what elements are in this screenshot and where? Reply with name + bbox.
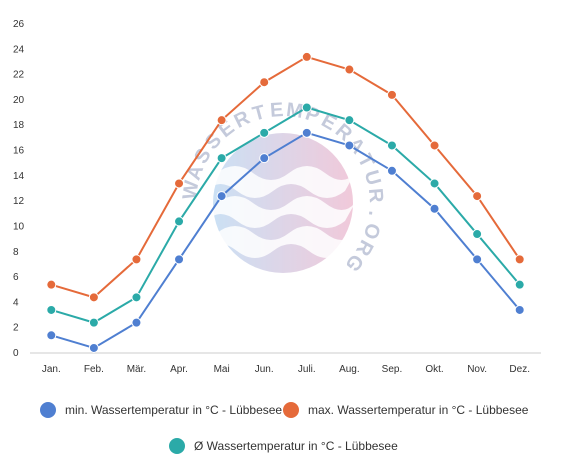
y-tick-label: 26: [13, 19, 25, 30]
series-1: [46, 127, 525, 353]
data-point[interactable]: [131, 254, 142, 265]
legend-label: Ø Wassertemperatur in °C - Lübbesee: [194, 439, 398, 453]
series-2: [46, 51, 525, 303]
watermark-letter: O: [358, 220, 384, 242]
y-tick-label: 6: [13, 272, 19, 283]
data-point[interactable]: [472, 229, 483, 240]
series-line: [51, 131, 521, 350]
y-tick-label: 20: [13, 95, 25, 106]
y-tick-label: 2: [13, 323, 19, 334]
data-point[interactable]: [429, 140, 440, 151]
watermark-letter: E: [269, 99, 284, 122]
y-tick-label: 24: [13, 44, 25, 55]
data-point[interactable]: [344, 140, 355, 151]
legend: min. Wassertemperatur in °C - Lübbesee ma…: [40, 402, 529, 454]
watermark-letter: U: [360, 168, 385, 188]
x-tick-label: Dez.: [509, 364, 530, 375]
legend-label: min. Wassertemperatur in °C - Lübbesee: [65, 403, 282, 417]
watermark-letter: R: [364, 187, 387, 204]
data-point[interactable]: [46, 304, 57, 315]
data-point[interactable]: [88, 317, 99, 328]
legend-item-1[interactable]: min. Wassertemperatur in °C - Lübbesee: [40, 402, 282, 418]
legend-item-3[interactable]: Ø Wassertemperatur in °C - Lübbesee: [169, 438, 398, 454]
legend-item-2[interactable]: max. Wassertemperatur in °C - Lübbesee: [283, 402, 529, 418]
data-point[interactable]: [216, 191, 227, 202]
x-tick-label: Jan.: [42, 364, 61, 375]
data-point[interactable]: [429, 178, 440, 189]
y-tick-label: 14: [13, 171, 25, 182]
x-tick-label: Feb.: [84, 364, 104, 375]
watermark-letter: .: [364, 210, 386, 218]
data-point[interactable]: [216, 115, 227, 126]
data-point[interactable]: [259, 153, 270, 164]
series: [46, 51, 525, 353]
data-point[interactable]: [514, 304, 525, 315]
data-point[interactable]: [344, 115, 355, 126]
series-line: [51, 55, 521, 299]
data-point[interactable]: [88, 342, 99, 353]
watermark-wave-2: [207, 196, 355, 228]
series-3: [46, 102, 525, 328]
y-tick-label: 10: [13, 221, 25, 232]
data-point[interactable]: [514, 254, 525, 265]
data-point[interactable]: [514, 279, 525, 290]
watermark-wave-3: [207, 226, 355, 258]
data-point[interactable]: [216, 153, 227, 164]
y-tick-label: 18: [13, 120, 25, 131]
data-point[interactable]: [386, 140, 397, 151]
data-point[interactable]: [174, 216, 185, 227]
x-tick-label: Sep.: [382, 364, 403, 375]
data-point[interactable]: [174, 254, 185, 265]
data-point[interactable]: [174, 178, 185, 189]
data-point[interactable]: [386, 89, 397, 100]
x-tick-label: Apr.: [170, 364, 188, 375]
x-tick-label: Aug.: [339, 364, 360, 375]
data-point[interactable]: [429, 203, 440, 214]
y-tick-label: 0: [13, 348, 19, 359]
x-tick-label: Jun.: [255, 364, 274, 375]
data-point[interactable]: [131, 292, 142, 303]
x-tick-label: Nov.: [467, 364, 487, 375]
legend-label: max. Wassertemperatur in °C - Lübbesee: [308, 403, 529, 417]
legend-marker: [40, 402, 56, 418]
data-point[interactable]: [301, 127, 312, 138]
x-tick-label: Juli.: [298, 364, 316, 375]
data-point[interactable]: [131, 317, 142, 328]
x-tick-label: Mai: [214, 364, 230, 375]
data-point[interactable]: [259, 127, 270, 138]
data-point[interactable]: [472, 254, 483, 265]
data-point[interactable]: [259, 77, 270, 88]
watermark-wave-1: [207, 166, 355, 198]
y-tick-label: 22: [13, 70, 25, 81]
data-point[interactable]: [344, 64, 355, 75]
y-tick-label: 8: [13, 247, 19, 258]
y-tick-label: 4: [13, 297, 19, 308]
watermark-letter: T: [250, 101, 268, 125]
data-point[interactable]: [301, 51, 312, 62]
data-point[interactable]: [88, 292, 99, 303]
legend-marker: [283, 402, 299, 418]
data-point[interactable]: [46, 279, 57, 290]
data-point[interactable]: [46, 330, 57, 341]
x-tick-label: Mär.: [127, 364, 146, 375]
data-point[interactable]: [301, 102, 312, 113]
legend-marker: [169, 438, 185, 454]
series-line: [51, 106, 521, 324]
y-tick-label: 16: [13, 146, 25, 157]
y-tick-label: 12: [13, 196, 25, 207]
data-point[interactable]: [472, 191, 483, 202]
x-tick-label: Okt.: [425, 364, 443, 375]
data-point[interactable]: [386, 165, 397, 176]
